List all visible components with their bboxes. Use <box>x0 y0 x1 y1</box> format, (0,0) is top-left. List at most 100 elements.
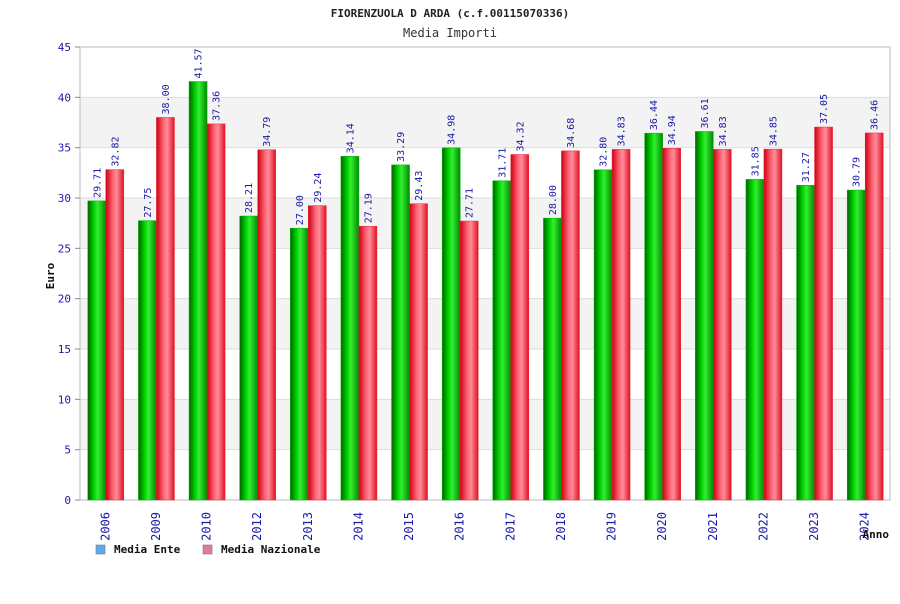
bar-media-nazionale-2012 <box>257 149 276 501</box>
bar-media-nazionale-2016 <box>459 220 479 501</box>
x-tick-label: 2012 <box>250 512 264 541</box>
bar-media-ente-2015 <box>391 164 410 501</box>
chart-title: FIORENZUOLA D ARDA (c.f.00115070336) <box>331 7 569 20</box>
legend-label-media-nazionale: Media Nazionale <box>221 543 321 556</box>
bar-media-nazionale-2019 <box>611 149 631 501</box>
value-label-media-ente-2006: 29.71 <box>92 168 103 198</box>
value-label-media-ente-2023: 31.27 <box>801 152 812 182</box>
value-label-media-ente-2010: 41.57 <box>194 48 205 78</box>
bar-media-ente-2016 <box>441 147 461 501</box>
value-label-media-ente-2013: 27.00 <box>295 195 306 225</box>
bar-media-ente-2006 <box>87 200 107 501</box>
y-tick-label: 35 <box>58 142 71 155</box>
value-label-media-nazionale-2023: 37.05 <box>819 94 830 124</box>
bar-media-ente-2021 <box>695 131 714 501</box>
x-axis-ticks: 2006 2009 2010 2012 2013 2014 2015 2016 2017 2018… <box>98 512 871 541</box>
bar-media-nazionale-2022 <box>763 148 783 501</box>
y-tick-label: 40 <box>58 91 71 104</box>
bar-media-ente-2010 <box>188 81 208 501</box>
value-label-media-ente-2012: 28.21 <box>244 183 255 213</box>
value-label-media-nazionale-2016: 27.71 <box>465 188 476 218</box>
legend: Media Ente Media Nazionale <box>95 543 321 556</box>
bar-media-nazionale-2021 <box>713 149 732 501</box>
y-axis-label: Euro <box>44 262 57 289</box>
bar-media-ente-2019 <box>593 169 613 501</box>
value-labels: 29.71 32.82 27.75 38.00 41.57 37.36 28.21 34.79… <box>92 48 880 225</box>
y-tick-label: 15 <box>58 343 71 356</box>
value-label-media-nazionale-2013: 29.24 <box>313 173 324 203</box>
value-label-media-ente-2018: 28.00 <box>548 185 559 215</box>
value-label-media-nazionale-2006: 32.82 <box>110 137 121 167</box>
bar-media-nazionale-2015 <box>409 203 428 501</box>
y-tick-label: 30 <box>58 192 71 205</box>
bar-media-nazionale-2010 <box>206 123 226 501</box>
bar-media-ente-2023 <box>796 184 815 501</box>
plot-area-frame <box>79 46 891 501</box>
value-label-media-ente-2021: 36.61 <box>700 98 711 128</box>
bar-media-nazionale-2024 <box>864 132 884 501</box>
value-label-media-nazionale-2020: 34.94 <box>667 115 678 145</box>
bar-media-ente-2024 <box>846 189 866 501</box>
value-label-media-ente-2009: 27.75 <box>143 188 154 218</box>
y-axis-ticks: 0 5 10 15 20 25 30 35 40 45 <box>58 41 80 507</box>
value-label-media-ente-2020: 36.44 <box>649 100 660 130</box>
y-tick-label: 45 <box>58 41 71 54</box>
value-label-media-nazionale-2009: 38.00 <box>161 84 172 114</box>
y-tick-label: 20 <box>58 293 71 306</box>
x-tick-label: 2016 <box>453 512 467 541</box>
y-tick-label: 10 <box>58 393 71 406</box>
bar-media-nazionale-2006 <box>105 169 125 501</box>
legend-swatch-media-nazionale <box>202 544 213 555</box>
x-tick-label: 2009 <box>149 512 163 541</box>
x-tick-label: 2006 <box>98 512 112 541</box>
bar-media-nazionale-2020 <box>662 148 681 501</box>
x-tick-label: 2018 <box>554 512 568 541</box>
bars <box>87 81 884 501</box>
value-label-media-ente-2024: 30.79 <box>852 157 863 187</box>
value-label-media-nazionale-2022: 34.85 <box>768 116 779 146</box>
value-label-media-ente-2015: 33.29 <box>396 132 407 162</box>
legend-label-media-ente: Media Ente <box>114 543 181 556</box>
bar-media-nazionale-2023 <box>814 126 833 501</box>
value-label-media-ente-2014: 34.14 <box>345 123 356 153</box>
value-label-media-ente-2022: 31.85 <box>750 146 761 176</box>
bar-media-ente-2018 <box>543 217 562 501</box>
bar-media-ente-2014 <box>340 156 360 501</box>
value-label-media-ente-2017: 31.71 <box>497 148 508 178</box>
x-tick-label: 2022 <box>756 512 770 541</box>
value-label-media-nazionale-2018: 34.68 <box>566 118 577 148</box>
value-label-media-ente-2016: 34.98 <box>447 115 458 145</box>
value-label-media-nazionale-2010: 37.36 <box>212 91 223 121</box>
x-tick-label: 2013 <box>301 512 315 541</box>
x-tick-label: 2010 <box>200 512 214 541</box>
x-tick-label: 2024 <box>858 512 872 541</box>
legend-swatch-media-ente <box>95 544 106 555</box>
bar-media-nazionale-2013 <box>308 205 327 501</box>
y-tick-label: 25 <box>58 242 71 255</box>
bar-media-nazionale-2009 <box>156 117 175 501</box>
y-tick-label: 5 <box>64 444 71 457</box>
x-tick-label: 2019 <box>605 512 619 541</box>
chart-subtitle: Media Importi <box>403 26 497 40</box>
x-tick-label: 2014 <box>351 512 365 541</box>
bar-media-ente-2022 <box>745 179 765 501</box>
value-label-media-nazionale-2024: 36.46 <box>870 100 881 130</box>
bar-media-nazionale-2017 <box>510 154 530 501</box>
x-tick-label: 2020 <box>655 512 669 541</box>
value-label-media-nazionale-2012: 34.79 <box>262 117 273 147</box>
value-label-media-nazionale-2021: 34.83 <box>718 116 729 146</box>
y-tick-label: 0 <box>64 494 71 507</box>
bar-media-ente-2017 <box>492 180 512 501</box>
bar-media-ente-2009 <box>138 220 157 501</box>
x-axis-label: Anno <box>863 528 890 541</box>
x-tick-label: 2023 <box>807 512 821 541</box>
x-tick-label: 2017 <box>503 512 517 541</box>
bar-media-nazionale-2018 <box>561 150 580 501</box>
bar-media-ente-2020 <box>644 132 663 501</box>
value-label-media-ente-2019: 32.80 <box>599 137 610 167</box>
value-label-media-nazionale-2019: 34.83 <box>617 116 628 146</box>
bar-media-nazionale-2014 <box>358 226 378 501</box>
bar-media-ente-2013 <box>290 227 309 501</box>
